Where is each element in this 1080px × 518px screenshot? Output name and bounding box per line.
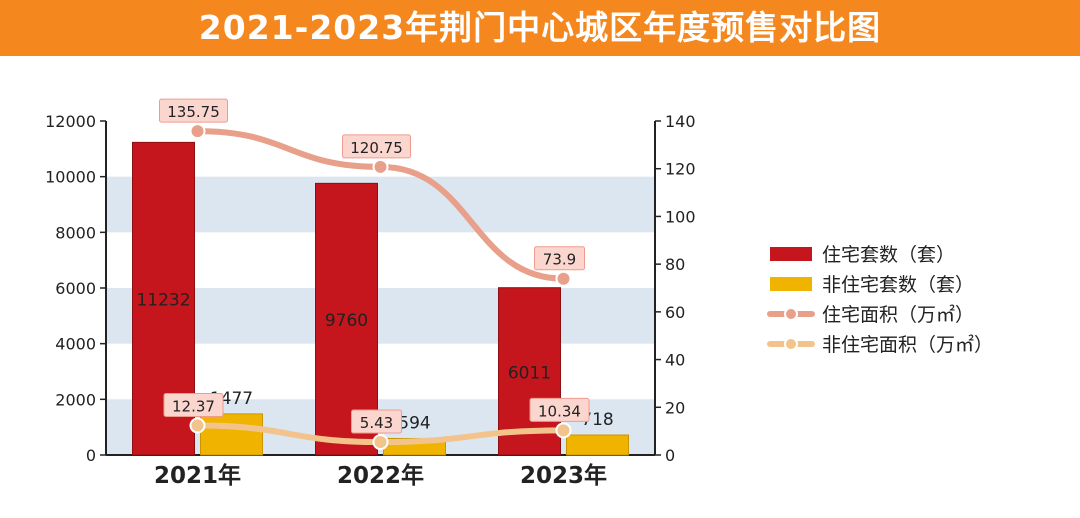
y-right-tick-label: 0 — [665, 446, 675, 465]
x-tick-label: 2023年 — [520, 462, 607, 489]
line-value-label: 73.9 — [543, 251, 576, 269]
x-tick-label: 2022年 — [337, 462, 424, 489]
y-right-tick-label: 60 — [665, 303, 685, 322]
y-right-tick-label: 40 — [665, 351, 685, 370]
line-point — [555, 422, 572, 439]
bar-value-label: 9760 — [325, 311, 368, 331]
legend-marker — [784, 337, 798, 351]
title-bar — [0, 0, 1080, 56]
y-right-tick-label: 80 — [665, 255, 685, 274]
legend-swatch — [770, 247, 812, 261]
y-left-tick-label: 2000 — [55, 390, 96, 409]
chart-title: 2021-2023年荆门中心城区年度预售对比图 — [198, 8, 882, 47]
grid-band — [106, 288, 655, 344]
bar — [498, 287, 561, 456]
line-point — [555, 270, 572, 287]
legend-label: 住宅面积（万㎡） — [822, 303, 974, 326]
y-right-tick-label: 140 — [665, 112, 696, 131]
legend-label: 住宅套数（套） — [822, 244, 955, 266]
line-label-box — [342, 134, 411, 159]
line-value-label: 120.75 — [350, 139, 403, 157]
line-label-box — [351, 409, 402, 434]
bar — [566, 434, 629, 456]
line-point — [372, 158, 389, 175]
y-left-tick-label: 0 — [86, 446, 96, 465]
y-left-tick-label: 4000 — [55, 335, 96, 354]
line-point — [189, 417, 206, 434]
legend-swatch — [770, 277, 812, 291]
legend-label: 非住宅套数（套） — [822, 274, 974, 296]
y-left-tick-label: 12000 — [45, 112, 96, 131]
y-left-tick-label: 10000 — [45, 168, 96, 187]
line-label-box — [534, 246, 585, 271]
line-value-label: 5.43 — [360, 414, 393, 432]
y-left-tick-label: 6000 — [55, 279, 96, 298]
grid-band — [106, 176, 655, 233]
legend-label: 非住宅面积（万㎡） — [822, 333, 993, 356]
y-right-tick-label: 120 — [665, 160, 696, 179]
y-right-tick-label: 20 — [665, 398, 685, 417]
y-left-tick-label: 8000 — [55, 223, 96, 242]
bar-value-label: 6011 — [508, 363, 551, 383]
bar-value-label: 11232 — [136, 291, 190, 311]
line-value-label: 135.75 — [167, 103, 220, 121]
line-label-box — [529, 397, 590, 422]
line-point — [189, 123, 206, 140]
y-right-tick-label: 100 — [665, 207, 696, 226]
bar-value-label: 594 — [398, 413, 430, 433]
line-value-label: 10.34 — [538, 402, 581, 420]
bar — [200, 413, 263, 456]
legend-marker — [784, 307, 798, 321]
line-point — [372, 434, 389, 451]
line-label-box — [163, 392, 224, 417]
line-value-label: 12.37 — [172, 397, 215, 415]
x-tick-label: 2021年 — [154, 462, 241, 489]
line-label-box — [159, 98, 228, 123]
